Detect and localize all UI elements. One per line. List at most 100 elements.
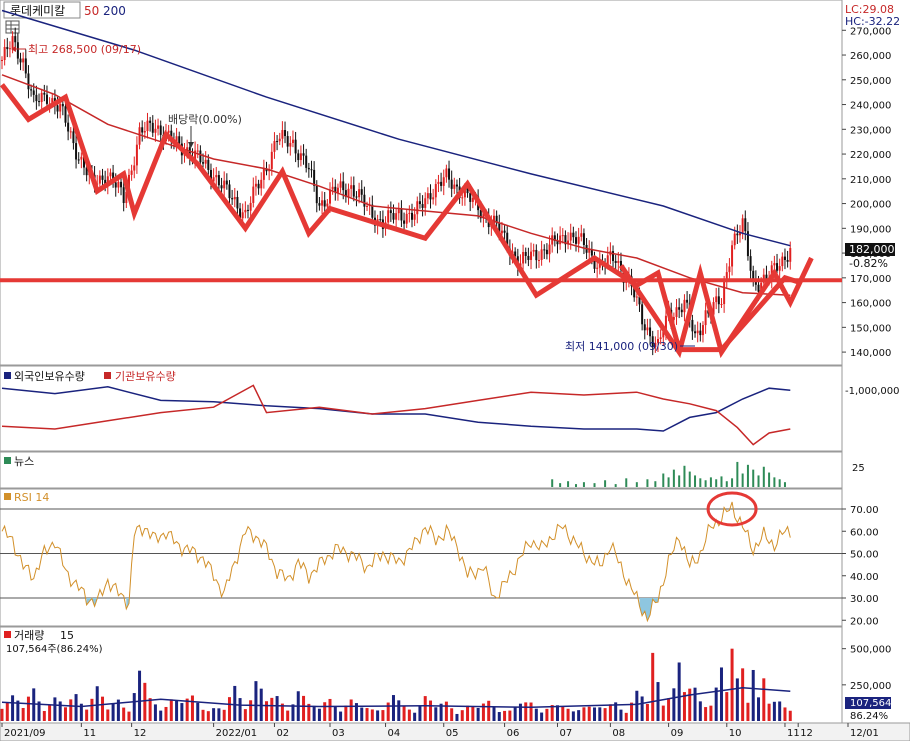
volume-bar bbox=[222, 709, 226, 721]
candle-body bbox=[662, 331, 665, 338]
candle-body bbox=[239, 208, 242, 219]
volume-bar bbox=[397, 700, 401, 721]
holdings-legend: 외국인보유수량 기관보유수량 -1,000,000 bbox=[4, 370, 900, 397]
candle-body bbox=[281, 130, 284, 139]
zigzag-markup-line bbox=[0, 83, 802, 353]
candle-body bbox=[310, 169, 313, 171]
candle-body bbox=[217, 175, 220, 186]
volume-bar bbox=[106, 709, 110, 721]
candle-body bbox=[326, 203, 329, 207]
volume-bar bbox=[555, 705, 559, 721]
volume-bar bbox=[26, 696, 30, 721]
stock-name[interactable]: 롯데케미칼 bbox=[10, 4, 65, 18]
candle-body bbox=[270, 151, 273, 169]
candle-body bbox=[752, 270, 755, 279]
candle-body bbox=[450, 179, 453, 189]
candle-body bbox=[167, 130, 170, 133]
candle-body bbox=[514, 251, 517, 257]
candle-body bbox=[363, 194, 366, 207]
news-bar bbox=[646, 479, 649, 487]
candle-body bbox=[69, 131, 72, 133]
candle-body bbox=[567, 240, 570, 245]
candle-body bbox=[11, 36, 14, 49]
candle-body bbox=[651, 336, 654, 348]
candle-body bbox=[741, 218, 744, 233]
price-tick-label: 260,000 bbox=[850, 51, 891, 62]
candle-body bbox=[125, 191, 128, 204]
candle-body bbox=[117, 181, 120, 188]
volume-bar bbox=[69, 699, 73, 721]
candle-body bbox=[506, 232, 509, 249]
volume-bar bbox=[138, 670, 142, 721]
foreign-holdings-line bbox=[1, 386, 791, 432]
news-bar bbox=[725, 481, 728, 487]
volume-bar bbox=[682, 692, 686, 721]
candle-body bbox=[273, 141, 276, 152]
price-tick-label: 230,000 bbox=[850, 125, 891, 136]
x-tick-label: 11 bbox=[83, 728, 96, 739]
candle-body bbox=[535, 249, 538, 261]
news-bar bbox=[768, 472, 771, 487]
price-tick-label: 160,000 bbox=[850, 299, 891, 310]
candle-body bbox=[569, 232, 572, 241]
candle-body bbox=[448, 168, 451, 180]
candle-body bbox=[527, 255, 530, 260]
candle-body bbox=[262, 168, 265, 180]
x-tick-label: 06 bbox=[507, 728, 520, 739]
candle-body bbox=[572, 232, 575, 238]
volume-bar bbox=[286, 710, 290, 721]
candle-body bbox=[202, 162, 205, 164]
candle-body bbox=[434, 184, 437, 198]
volume-bar bbox=[735, 678, 739, 721]
candle-body bbox=[67, 122, 70, 132]
volume-bar bbox=[148, 698, 152, 721]
volume-bar bbox=[719, 667, 723, 721]
candle-body bbox=[146, 120, 149, 132]
volume-bar bbox=[434, 707, 438, 721]
candle-body bbox=[704, 310, 707, 326]
volume-bar bbox=[730, 648, 734, 721]
candle-body bbox=[19, 58, 22, 63]
news-bar bbox=[778, 479, 781, 487]
candle-body bbox=[582, 233, 585, 245]
news-bar bbox=[762, 466, 765, 487]
price-tick-label: 200,000 bbox=[850, 200, 891, 211]
candle-body bbox=[614, 261, 617, 263]
rsi-tick-label: 30.00 bbox=[850, 594, 879, 605]
stock-name-box[interactable] bbox=[3, 1, 81, 19]
candle-body bbox=[493, 215, 495, 225]
candle-body bbox=[403, 220, 406, 224]
candle-body bbox=[254, 183, 257, 187]
candle-body bbox=[466, 188, 469, 194]
candle-body bbox=[109, 172, 112, 177]
candle-body bbox=[694, 331, 697, 334]
candle-body bbox=[35, 94, 38, 102]
candle-body bbox=[265, 168, 268, 172]
candle-body bbox=[302, 153, 305, 156]
news-bar bbox=[625, 478, 628, 487]
volume-bar bbox=[688, 688, 692, 721]
news-bar bbox=[559, 483, 562, 487]
candle-body bbox=[675, 307, 678, 318]
price-tick-label: 250,000 bbox=[850, 76, 891, 87]
candle-body bbox=[151, 122, 154, 133]
candle-body bbox=[783, 256, 786, 260]
volume-last-box bbox=[845, 697, 891, 709]
volume-bar bbox=[772, 701, 776, 721]
candle-body bbox=[495, 215, 498, 224]
volume-bar bbox=[317, 708, 321, 721]
price-tick-label: 190,000 bbox=[850, 224, 891, 235]
price-tick-label: 170,000 bbox=[850, 274, 891, 285]
volume-bar bbox=[143, 682, 147, 721]
volume-bar bbox=[709, 705, 713, 721]
volume-last-tag: 107,564 86.24% bbox=[845, 697, 891, 722]
volume-bar bbox=[741, 668, 745, 721]
news-bar bbox=[678, 475, 681, 487]
candle-body bbox=[194, 150, 197, 160]
candle-body bbox=[294, 139, 297, 154]
volume-bar bbox=[746, 702, 750, 721]
candle-body bbox=[500, 230, 503, 234]
volume-bar bbox=[550, 705, 554, 721]
volume-bar bbox=[656, 682, 660, 721]
candle-body bbox=[318, 203, 321, 206]
